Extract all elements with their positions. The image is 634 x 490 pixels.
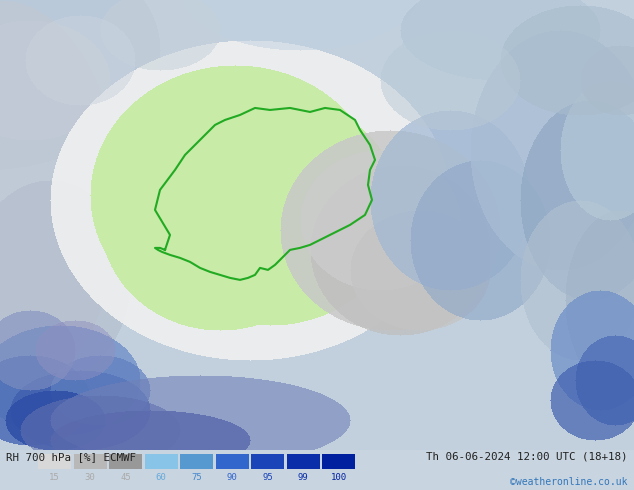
Text: 90: 90 [227, 473, 237, 482]
Text: Th 06-06-2024 12:00 UTC (18+18): Th 06-06-2024 12:00 UTC (18+18) [426, 452, 628, 462]
Bar [322, 454, 355, 469]
Text: 99: 99 [298, 473, 308, 482]
Text: 15: 15 [49, 473, 60, 482]
Text: 75: 75 [191, 473, 202, 482]
Text: 95: 95 [262, 473, 273, 482]
Text: RH 700 hPa [%] ECMWF: RH 700 hPa [%] ECMWF [6, 452, 136, 462]
Text: ©weatheronline.co.uk: ©weatheronline.co.uk [510, 477, 628, 487]
Bar [216, 454, 249, 469]
Bar [251, 454, 284, 469]
Text: 100: 100 [330, 473, 347, 482]
Text: 45: 45 [120, 473, 131, 482]
Bar [145, 454, 178, 469]
Text: 60: 60 [156, 473, 166, 482]
Bar [287, 454, 320, 469]
Bar [74, 454, 107, 469]
Bar [38, 454, 71, 469]
Bar [109, 454, 142, 469]
Bar [180, 454, 213, 469]
Text: 30: 30 [85, 473, 95, 482]
